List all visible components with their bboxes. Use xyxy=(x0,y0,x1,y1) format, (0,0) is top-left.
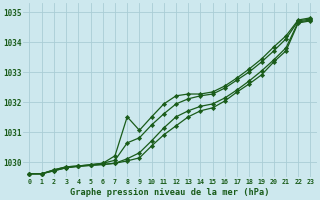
X-axis label: Graphe pression niveau de la mer (hPa): Graphe pression niveau de la mer (hPa) xyxy=(70,188,270,197)
